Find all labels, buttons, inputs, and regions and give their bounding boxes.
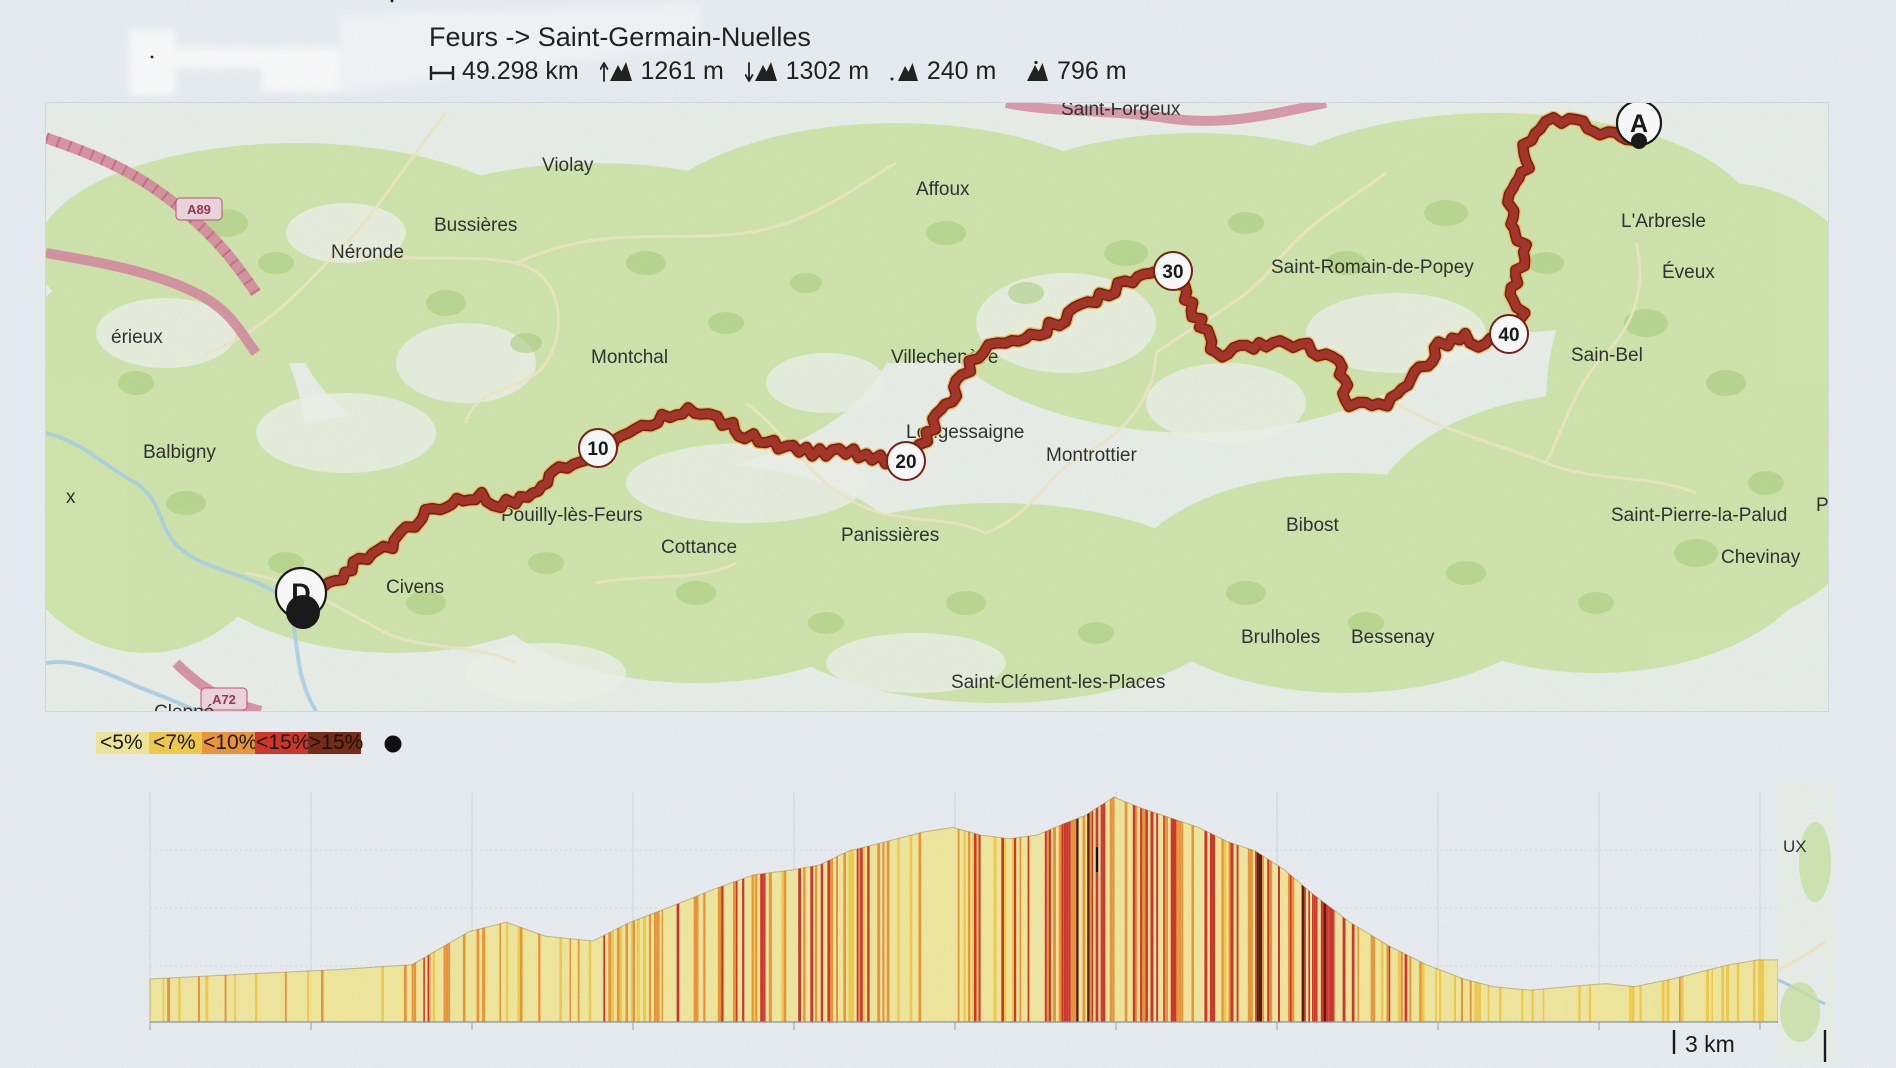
svg-text:Cottance: Cottance [661, 537, 737, 558]
svg-text:Montchal: Montchal [591, 347, 668, 368]
svg-text:3 km: 3 km [1685, 1031, 1735, 1057]
svg-text:Leaflet | Map © Thunderforest,: Leaflet | Map © Thunderforest, data © Op… [4, 1061, 448, 1062]
svg-text:A89: A89 [187, 202, 211, 217]
svg-text:Saint-Clément-les-Places: Saint-Clément-les-Places [951, 672, 1165, 693]
svg-text:L'Arbresle: L'Arbresle [1621, 211, 1706, 232]
svg-text:Néronde: Néronde [331, 242, 404, 263]
svg-text:<15%: <15% [256, 731, 310, 754]
svg-text:Panissières: Panissières [841, 525, 939, 546]
svg-text:Sain-Bel: Sain-Bel [1571, 345, 1643, 366]
svg-text:Bibost: Bibost [1286, 515, 1340, 536]
svg-text:Pollionr: Pollionr [1816, 495, 1828, 516]
svg-text:x: x [66, 487, 76, 508]
svg-text:Saint-Pierre-la-Palud: Saint-Pierre-la-Palud [1611, 505, 1787, 526]
svg-text:Saint-Romain-de-Popey: Saint-Romain-de-Popey [1271, 257, 1474, 278]
svg-text:10: 10 [587, 439, 608, 460]
svg-text:UX: UX [1783, 837, 1807, 856]
svg-text:30: 30 [1162, 262, 1183, 283]
svg-text:Violay: Violay [542, 155, 594, 176]
svg-text:<10%: <10% [203, 731, 257, 754]
svg-text:>15%: >15% [309, 731, 363, 754]
svg-text:Bessenay: Bessenay [1351, 627, 1435, 648]
svg-text:Affoux: Affoux [916, 179, 970, 200]
svg-text:20: 20 [895, 452, 916, 473]
svg-text:<7%: <7% [153, 731, 196, 754]
svg-text:A72: A72 [212, 692, 236, 707]
svg-text:Balbigny: Balbigny [143, 442, 216, 463]
svg-text:Civens: Civens [386, 577, 444, 598]
svg-text:Bussières: Bussières [434, 215, 517, 236]
svg-text:Cleppé: Cleppé [154, 702, 214, 711]
svg-text:Saint-Forgeux: Saint-Forgeux [1061, 103, 1181, 120]
svg-text:Pouilly-lès-Feurs: Pouilly-lès-Feurs [501, 505, 642, 526]
svg-text:Chevinay: Chevinay [1721, 547, 1801, 568]
svg-text:40: 40 [1498, 325, 1519, 346]
svg-text:Montrottier: Montrottier [1046, 445, 1137, 466]
svg-text:<5%: <5% [100, 731, 143, 754]
svg-text:Brulholes: Brulholes [1241, 627, 1320, 648]
svg-text:érieux: érieux [111, 327, 163, 348]
svg-text:Éveux: Éveux [1662, 262, 1715, 283]
